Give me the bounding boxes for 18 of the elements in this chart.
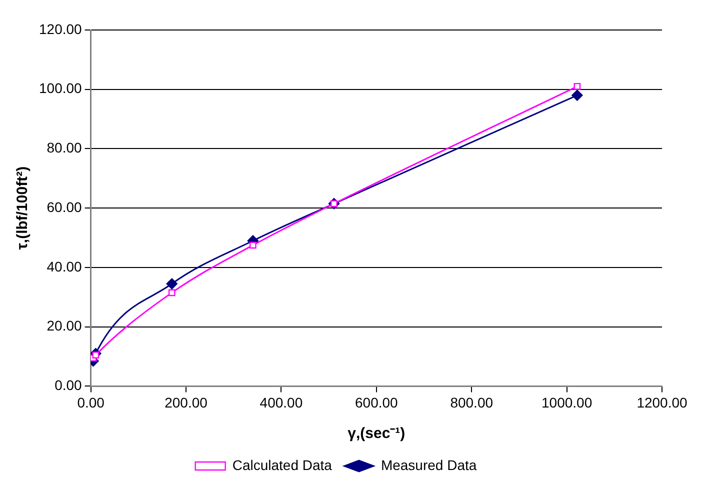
y-tick-label: 0.00 — [54, 377, 82, 394]
x-tick-label: 400.00 — [260, 394, 303, 410]
x-tick-label: 1000.00 — [542, 394, 592, 410]
y-tick-label: 60.00 — [46, 198, 82, 215]
x-tick-label: 0.00 — [77, 394, 105, 410]
x-tick-label: 800.00 — [450, 394, 494, 410]
legend-label: Measured Data — [380, 456, 477, 473]
y-axis-title: τ,(lbf/100ft²) — [14, 166, 32, 250]
legend-label: Calculated Data — [232, 456, 332, 473]
x-tick-label: 1200.00 — [636, 394, 688, 410]
x-tick-label: 200.00 — [164, 394, 208, 410]
y-tick-label: 100.00 — [38, 80, 82, 96]
y-tick-label: 120.00 — [38, 20, 82, 37]
y-tick-label: 80.00 — [46, 140, 82, 156]
y-tick-label: 40.00 — [46, 258, 82, 274]
x-tick-label: 600.00 — [354, 394, 398, 410]
y-tick-label: 20.00 — [46, 318, 82, 334]
x-axis-title: γ,(sec⁻¹) — [348, 425, 406, 442]
